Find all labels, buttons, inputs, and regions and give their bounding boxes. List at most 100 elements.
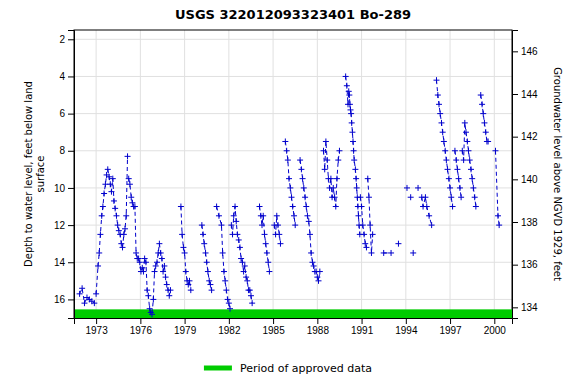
marker — [182, 250, 188, 256]
marker — [395, 241, 401, 247]
marker — [225, 296, 231, 302]
marker — [422, 194, 428, 200]
marker — [366, 194, 372, 200]
marker — [361, 231, 367, 237]
marker — [311, 263, 317, 269]
marker — [164, 282, 170, 288]
tick: 142 — [512, 131, 538, 142]
tick: 16 — [54, 294, 74, 305]
marker — [301, 185, 307, 191]
y2-axis: 134136138140142144146 — [512, 31, 538, 319]
marker — [266, 269, 272, 275]
tick-mark — [68, 299, 74, 300]
marker — [105, 166, 111, 172]
marker — [160, 269, 166, 275]
tick-label: 136 — [521, 259, 538, 270]
grid — [74, 30, 512, 318]
legend-swatch — [204, 366, 232, 371]
marker — [316, 278, 322, 284]
tick-mark — [273, 318, 274, 324]
marker — [228, 222, 234, 228]
tick-mark — [362, 318, 363, 324]
tick-mark — [68, 225, 74, 226]
marker — [206, 278, 212, 284]
marker — [218, 222, 224, 228]
marker — [304, 213, 310, 219]
grid-line — [74, 76, 512, 77]
marker — [290, 204, 296, 210]
y2-axis-label: Groundwater level above NGVD 1929, feet — [552, 67, 563, 281]
marker — [265, 259, 271, 265]
marker — [167, 287, 173, 293]
tick: 8 — [59, 145, 74, 156]
marker — [108, 189, 114, 195]
marker — [178, 204, 184, 210]
marker — [492, 148, 498, 154]
tick-label: 1973 — [85, 325, 108, 336]
tick-label: 144 — [521, 89, 538, 100]
marker — [344, 83, 350, 89]
tick-label: 2000 — [484, 325, 507, 336]
marker — [446, 176, 452, 182]
grid-line — [96, 30, 97, 318]
marker — [437, 111, 443, 117]
tick-label: 12 — [54, 220, 66, 231]
marker — [335, 157, 341, 163]
marker — [467, 157, 473, 163]
tick-label: 142 — [521, 131, 538, 142]
marker — [276, 231, 282, 237]
marker — [122, 226, 128, 232]
grid-line — [184, 30, 185, 318]
marker — [314, 274, 320, 280]
marker — [408, 194, 414, 200]
x-axis: 1973197619791982198519881991199419972000 — [75, 318, 513, 336]
marker — [166, 293, 172, 299]
tick-mark — [450, 318, 451, 324]
marker — [323, 138, 329, 144]
marker — [158, 250, 164, 256]
marker — [121, 231, 127, 237]
tick-mark — [512, 51, 518, 52]
tick-mark — [512, 137, 518, 138]
grid-line — [405, 30, 406, 318]
marker — [472, 194, 478, 200]
tick: 2 — [59, 34, 74, 45]
marker — [495, 213, 501, 219]
tick-label: 14 — [54, 257, 66, 268]
marker — [470, 185, 476, 191]
marker — [351, 157, 357, 163]
marker — [243, 274, 249, 280]
marker — [107, 181, 113, 187]
marker — [291, 213, 297, 219]
marker — [226, 300, 232, 306]
marker — [349, 120, 355, 126]
marker — [149, 311, 155, 317]
y-axis: 246810121416 — [54, 31, 75, 319]
marker — [404, 185, 410, 191]
tick: 1994 — [395, 318, 418, 336]
marker — [478, 92, 484, 98]
marker — [330, 185, 336, 191]
marker — [442, 148, 448, 154]
grid-line — [140, 30, 141, 318]
approved-period-bar — [74, 309, 512, 318]
tick: 1973 — [85, 318, 108, 336]
marker — [220, 250, 226, 256]
marker — [452, 148, 458, 154]
marker — [309, 259, 315, 265]
marker — [147, 306, 153, 312]
marker — [199, 222, 205, 228]
grid-line — [228, 30, 229, 318]
marker — [454, 166, 460, 172]
plot: 1973197619791982198519881991199419972000… — [54, 30, 538, 336]
tick: 1976 — [130, 318, 153, 336]
grid-line — [74, 113, 512, 114]
tick: 136 — [512, 259, 538, 270]
tick-mark — [68, 39, 74, 40]
tick-mark — [512, 265, 518, 266]
marker — [133, 250, 139, 256]
marker — [465, 148, 471, 154]
legend-label: Period of approved data — [240, 362, 372, 375]
marker — [317, 269, 323, 275]
tick-mark — [317, 318, 318, 324]
